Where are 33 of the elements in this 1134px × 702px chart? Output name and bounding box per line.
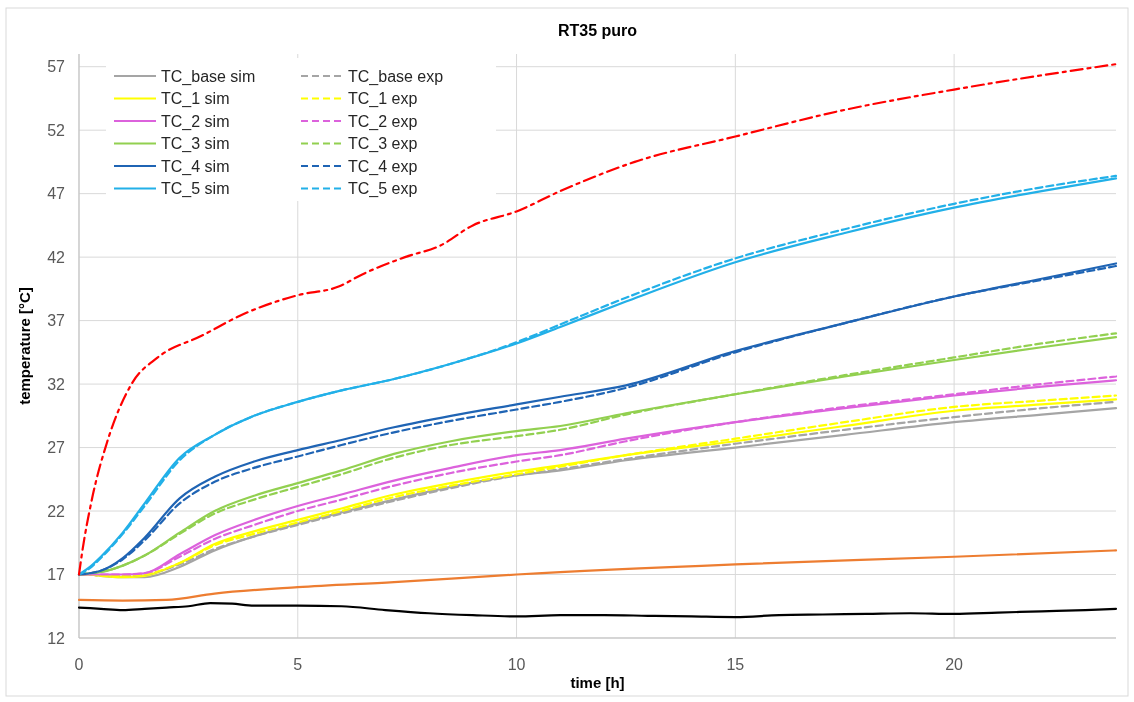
legend-label: TC_2 sim: [161, 112, 230, 131]
x-tick-label: 5: [293, 656, 303, 673]
legend-label: TC_base sim: [161, 67, 256, 86]
line-series: [77, 549, 1118, 602]
legend-label: TC_1 sim: [161, 90, 230, 109]
y-tick-label: 37: [47, 312, 66, 330]
y-tick-label: 17: [47, 566, 66, 584]
legend-label: TC_1 exp: [348, 90, 418, 109]
x-tick-label: 0: [74, 656, 84, 673]
legend-label: TC_4 sim: [161, 157, 230, 176]
y-tick-label: 22: [47, 502, 66, 520]
y-tick-label: 12: [47, 629, 66, 647]
y-axis-title: temperature [°C]: [16, 287, 33, 405]
x-tick-label: 10: [507, 656, 526, 673]
x-tick-label: 20: [945, 656, 964, 673]
y-tick-label: 32: [47, 375, 66, 393]
y-tick-label: 27: [47, 439, 66, 457]
legend-label: TC_base exp: [348, 67, 444, 86]
legend-label: TC_4 exp: [348, 157, 418, 176]
line-series: [77, 601, 1118, 619]
line-series: [77, 63, 1118, 576]
legend-label: TC_3 sim: [161, 135, 230, 154]
x-tick-label: 15: [726, 656, 745, 673]
y-tick-label: 52: [47, 121, 66, 139]
legend-label: TC_2 exp: [348, 112, 418, 131]
legend-label: TC_5 exp: [348, 180, 418, 199]
y-tick-label: 57: [47, 58, 66, 76]
x-axis-title: time [h]: [570, 674, 625, 691]
legend-label: TC_5 sim: [161, 180, 230, 199]
y-tick-label: 47: [47, 185, 66, 203]
legend-label: TC_3 exp: [348, 135, 418, 154]
y-tick-label: 42: [47, 248, 66, 266]
chart-title: RT35 puro: [557, 22, 638, 39]
